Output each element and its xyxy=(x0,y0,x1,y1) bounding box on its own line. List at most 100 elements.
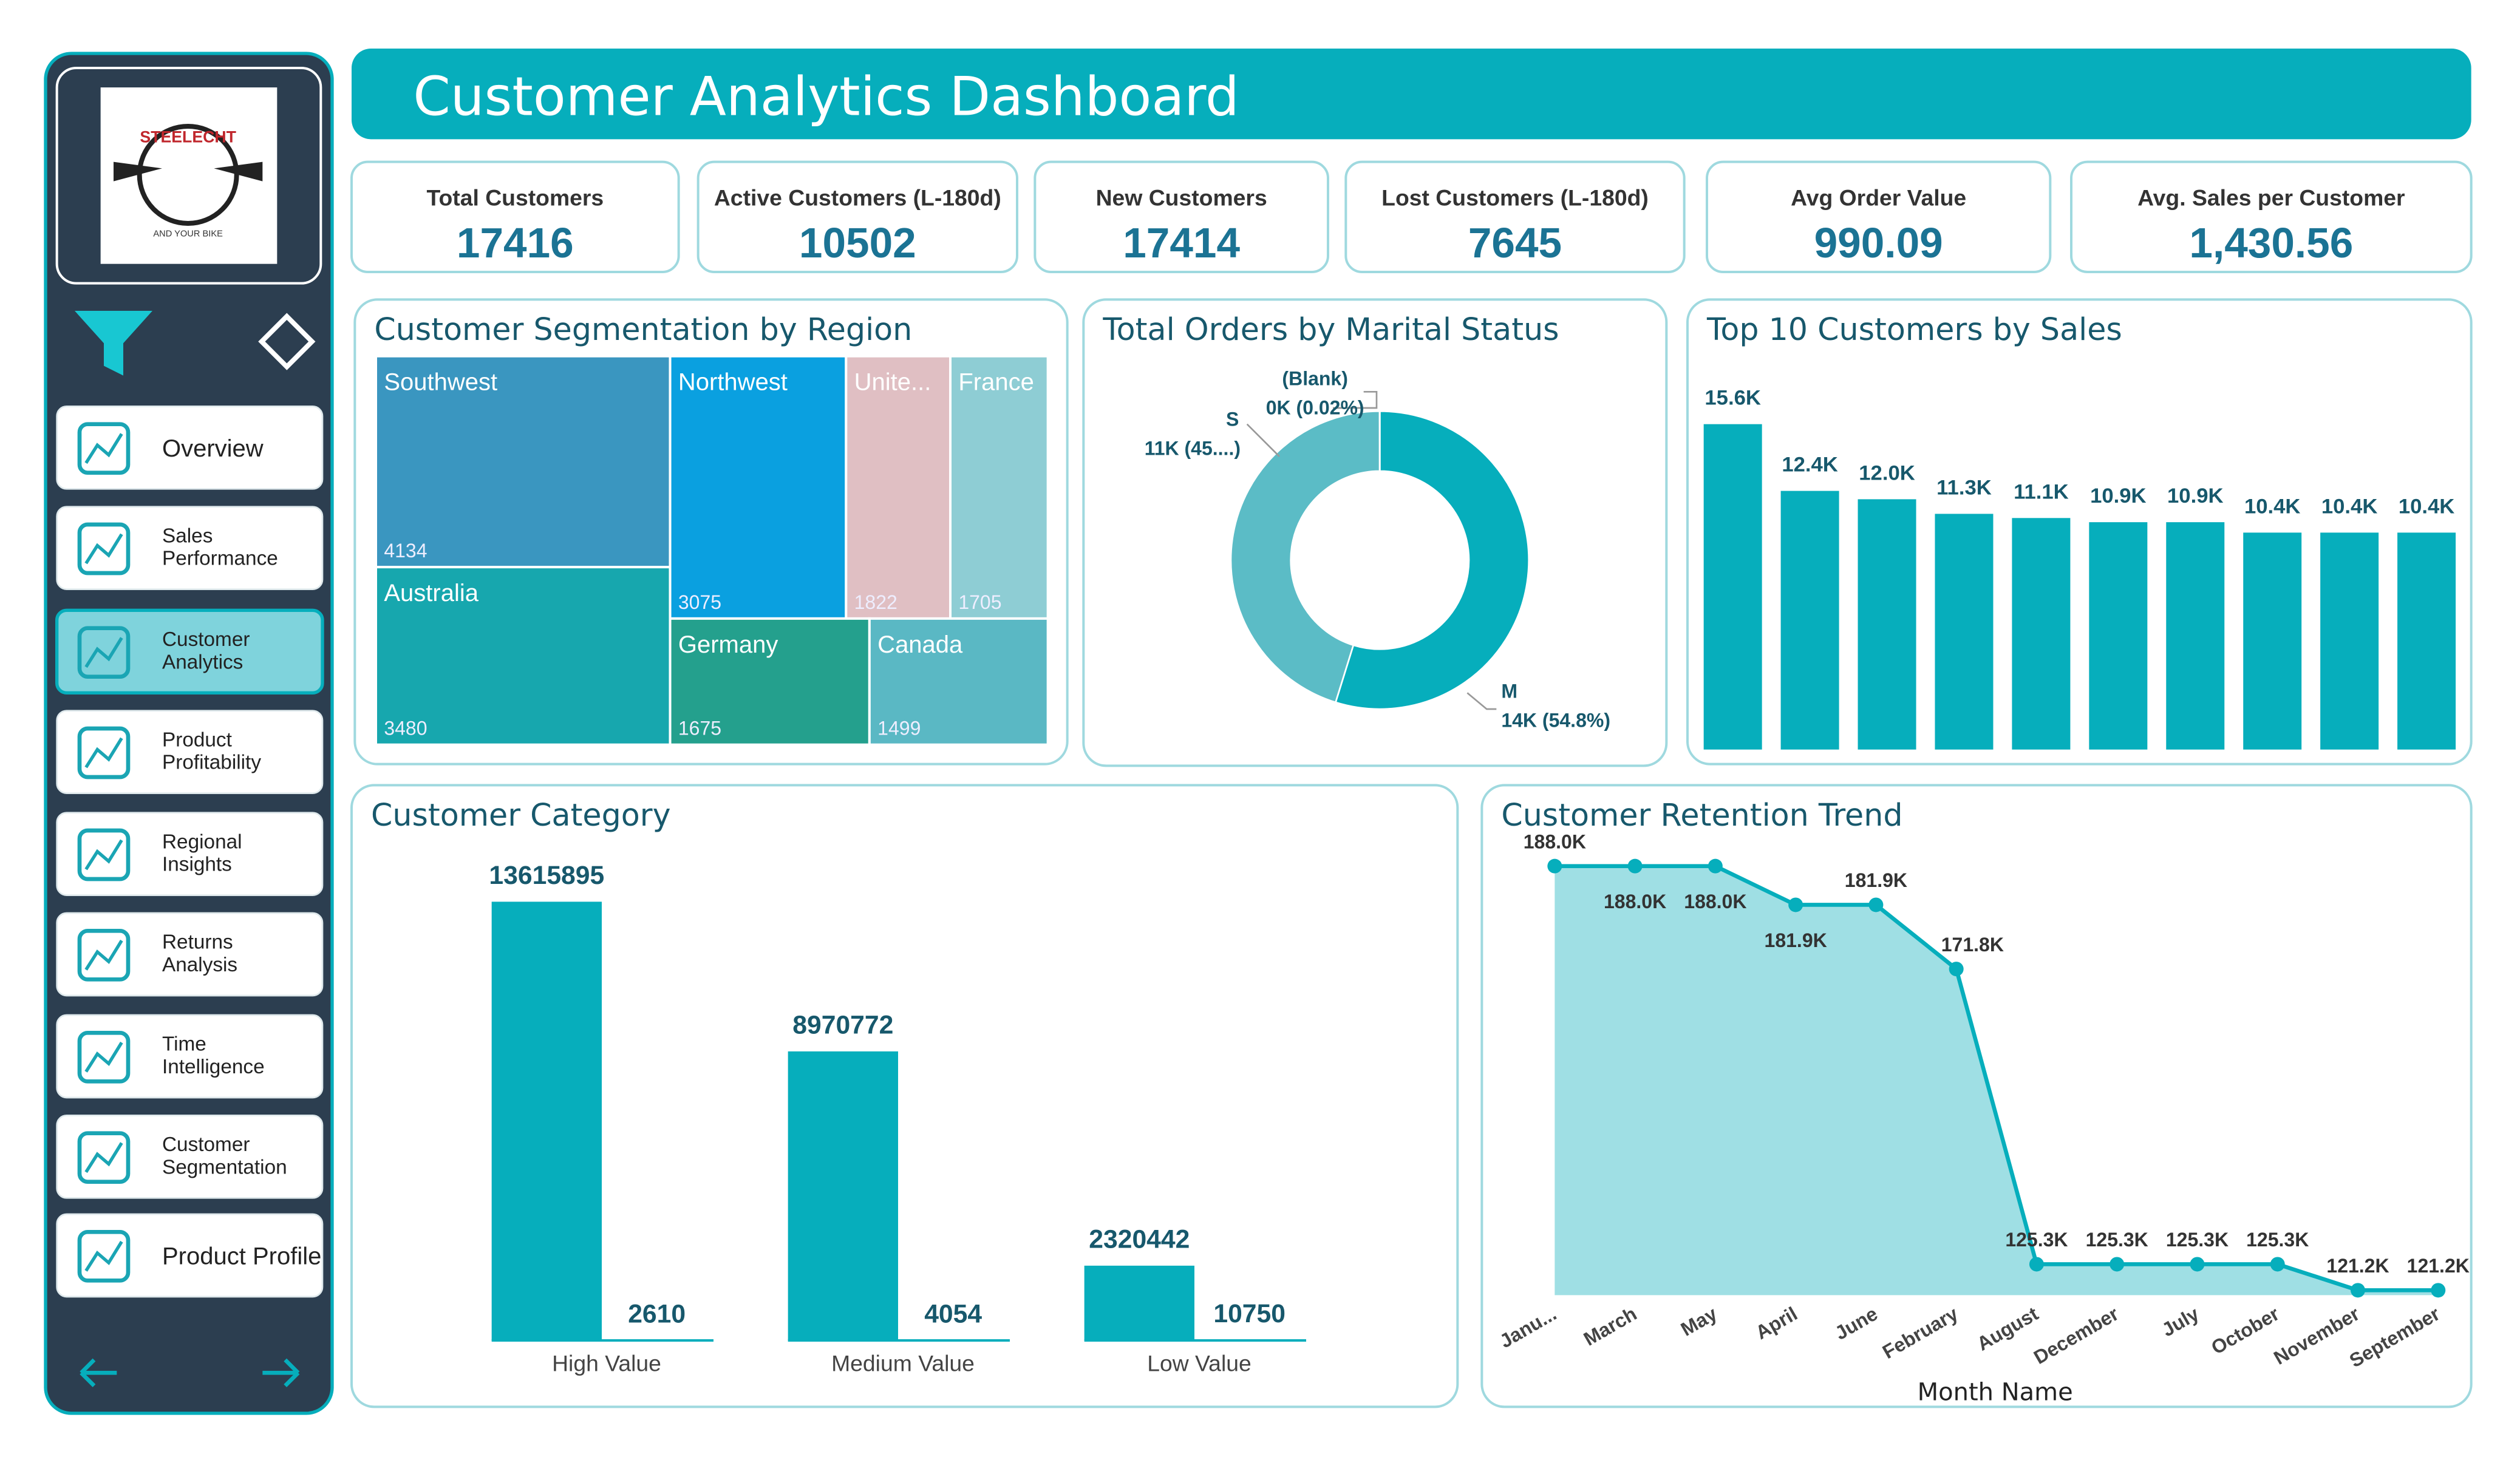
nav-label[interactable]: Product Profile xyxy=(162,1243,321,1270)
point-label: 188.0K xyxy=(1524,830,1586,852)
chart-title: Top 10 Customers by Sales xyxy=(1706,311,2122,347)
kpi-label: Total Customers xyxy=(426,185,604,211)
nav-label[interactable]: Regional Insights xyxy=(162,830,248,875)
point xyxy=(2431,1283,2446,1298)
nav-icon xyxy=(77,828,131,881)
bar xyxy=(491,902,602,1340)
bar-label: 15.6K xyxy=(1704,387,1760,410)
treemap-label: Unite... xyxy=(854,369,931,396)
nav-label[interactable]: Customer Analytics xyxy=(162,628,256,673)
bar-label: 10750 xyxy=(1213,1299,1286,1328)
chart-panel xyxy=(1082,298,1668,767)
logo-wings xyxy=(114,161,263,182)
treemap-label: Northwest xyxy=(678,369,788,396)
nav-label[interactable]: Product Profitability xyxy=(162,728,261,773)
treemap-cell xyxy=(669,355,848,620)
bar-label: 11.1K xyxy=(2014,480,2069,503)
nav-icon-detail xyxy=(84,839,123,871)
treemap-value: 1675 xyxy=(678,718,721,739)
point xyxy=(1868,897,1884,912)
logo-ring xyxy=(137,124,239,226)
treemap-cell xyxy=(375,355,672,569)
kpi-value: 10502 xyxy=(799,219,916,267)
line xyxy=(1555,864,2439,1292)
bar xyxy=(1858,499,1916,750)
leader-line xyxy=(1246,391,1497,710)
kpi-card xyxy=(2070,160,2473,273)
kpi-value: 990.09 xyxy=(1814,219,1943,267)
bar-label: 10.9K xyxy=(2167,484,2223,508)
nav-icon xyxy=(77,626,131,679)
page-title: Customer Analytics Dashboard xyxy=(413,65,1239,127)
treemap-value: 1822 xyxy=(854,591,897,613)
bar xyxy=(788,1051,898,1340)
nav-label[interactable]: Returns Analysis xyxy=(162,931,239,976)
kpi-value: 7645 xyxy=(1468,219,1562,267)
bar-label: 8970772 xyxy=(792,1011,893,1040)
kpi-value: 17414 xyxy=(1123,219,1240,267)
chart-title: Total Orders by Marital Status xyxy=(1102,311,1559,347)
bar xyxy=(1084,1265,1194,1340)
chart-title: Customer Category xyxy=(371,797,671,833)
nav-label[interactable]: Time Intelligence xyxy=(162,1033,265,1078)
nav-label[interactable]: Customer Segmentation xyxy=(162,1133,287,1178)
nav-icon-detail xyxy=(84,737,123,769)
treemap-label: Australia xyxy=(384,580,478,606)
eraser-icon[interactable] xyxy=(258,313,316,370)
nav-label[interactable]: Sales Performance xyxy=(162,525,278,569)
bar xyxy=(2243,532,2302,750)
nav-icon-detail xyxy=(84,533,123,565)
point-label: 188.0K xyxy=(1684,891,1746,912)
logo-text: STEELECHT xyxy=(140,128,236,146)
bar xyxy=(2320,532,2379,750)
nav-icon-detail xyxy=(84,1240,123,1272)
x-tick-label: Medium Value xyxy=(831,1351,975,1376)
treemap-value: 3480 xyxy=(384,718,427,739)
filter-icon[interactable] xyxy=(75,311,152,376)
nav-prev[interactable] xyxy=(80,1358,117,1388)
donut-label: 14K (54.8%) xyxy=(1501,709,1610,731)
bar-label: 10.4K xyxy=(2244,495,2300,518)
kpi-card xyxy=(350,160,680,273)
header-bar xyxy=(352,49,2471,140)
point-label: 125.3K xyxy=(2086,1229,2148,1251)
point-label: 181.9K xyxy=(1845,869,1907,891)
point xyxy=(1547,858,1562,874)
point xyxy=(1949,962,1964,977)
bar xyxy=(2089,522,2148,750)
donut-category: M xyxy=(1501,680,1517,702)
bar-label: 10.9K xyxy=(2090,484,2146,508)
x-axis-title: Month Name xyxy=(1918,1379,2073,1407)
donut-label: 11K (45....) xyxy=(1145,437,1241,459)
nav-label[interactable]: Overview xyxy=(162,435,264,462)
bar-label: 12.4K xyxy=(1782,453,1837,477)
kpi-card xyxy=(1706,160,2052,273)
bar xyxy=(2397,532,2456,750)
point xyxy=(2351,1283,2365,1298)
donut-category: S xyxy=(1226,408,1239,430)
nav-icon xyxy=(77,726,131,779)
treemap-label: Germany xyxy=(678,631,778,658)
kpi-label: Avg. Sales per Customer xyxy=(2137,185,2405,211)
kpi-card xyxy=(696,160,1018,273)
point xyxy=(2190,1257,2205,1272)
point-label: 125.3K xyxy=(2166,1229,2229,1251)
bar xyxy=(1703,424,1762,750)
treemap-label: Southwest xyxy=(384,369,497,396)
donut-slice xyxy=(1334,410,1530,710)
nav-icon xyxy=(77,422,131,475)
bar xyxy=(1935,514,1994,750)
bar-label: 12.0K xyxy=(1859,461,1915,484)
nav-icon xyxy=(77,1131,131,1184)
point xyxy=(1788,897,1803,912)
treemap-label: Canada xyxy=(877,631,963,658)
logo-frame xyxy=(55,67,322,285)
donut-category: (Blank) xyxy=(1282,368,1347,390)
bar xyxy=(1780,491,1839,750)
point-label: 121.2K xyxy=(2407,1255,2470,1277)
nav-next[interactable] xyxy=(262,1358,300,1388)
kpi-label: New Customers xyxy=(1096,185,1267,211)
treemap-label: France xyxy=(958,369,1034,396)
kpi-value: 1,430.56 xyxy=(2189,219,2353,267)
